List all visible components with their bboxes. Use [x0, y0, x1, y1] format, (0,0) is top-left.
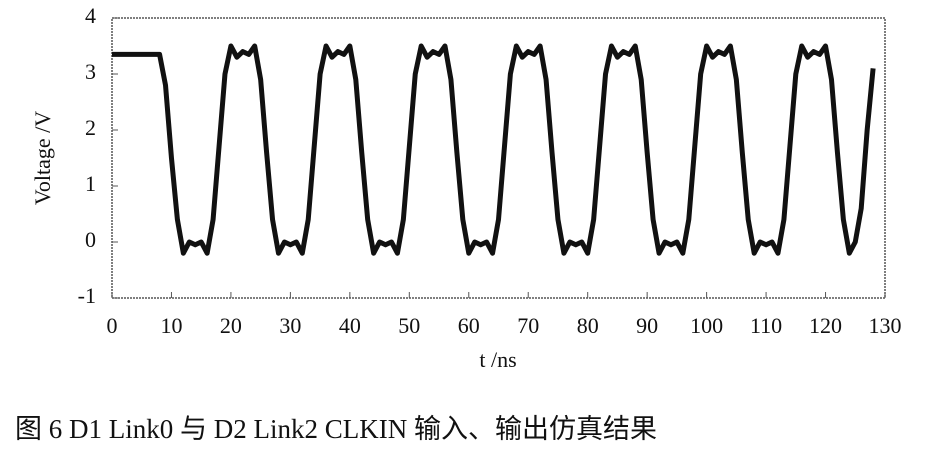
x-tick-label: 10: [160, 313, 182, 338]
x-tick-label: 110: [750, 313, 782, 338]
x-tick-label: 50: [398, 313, 420, 338]
signal-line: [112, 43, 876, 256]
x-tick-label: 90: [636, 313, 658, 338]
caption: 图 6 D1 Link0 与 D2 Link2 CLKIN 输入、输出仿真结果: [15, 414, 657, 444]
x-tick-label: 130: [869, 313, 902, 338]
x-tick-label: 20: [220, 313, 242, 338]
x-tick-label: 120: [809, 313, 842, 338]
y-tick-label: 3: [85, 59, 96, 84]
plot-frame: [111, 17, 886, 299]
y-tick-label: 4: [85, 3, 96, 28]
y-tick-label: 0: [85, 227, 96, 252]
x-tick-label: 30: [279, 313, 301, 338]
y-tick-label: 2: [85, 115, 96, 140]
x-tick-label: 40: [339, 313, 361, 338]
x-tick-label: 70: [517, 313, 539, 338]
x-axis-title: t /ns: [479, 347, 516, 372]
y-tick-label: -1: [78, 283, 96, 308]
y-axis-title: Voltage /V: [30, 111, 55, 205]
y-tick-label: 1: [85, 171, 96, 196]
x-tick-label: 60: [458, 313, 480, 338]
x-tick-label: 100: [690, 313, 723, 338]
x-tick-label: 0: [107, 313, 118, 338]
x-tick-label: 80: [577, 313, 599, 338]
